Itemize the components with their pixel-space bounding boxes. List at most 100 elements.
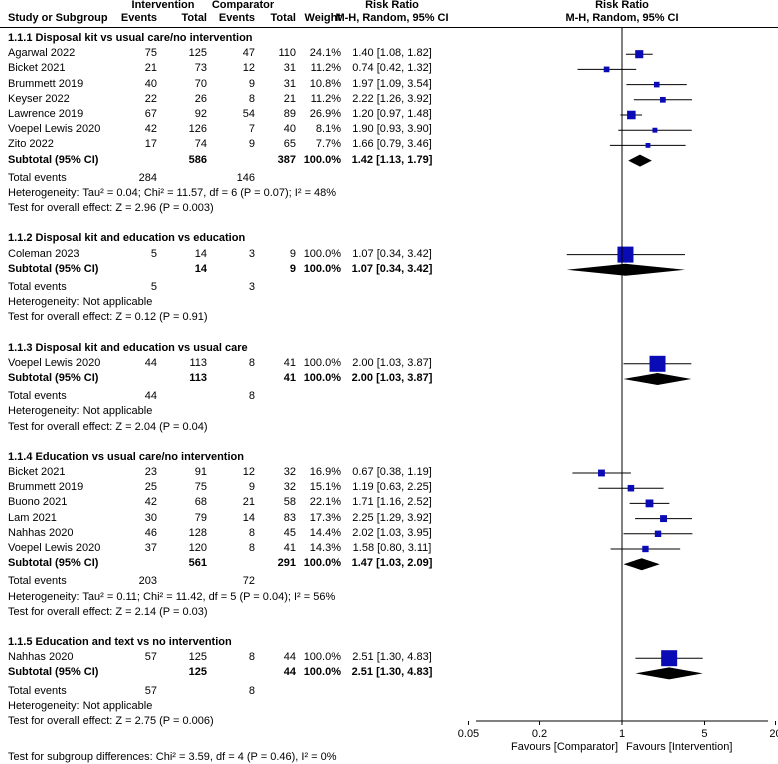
study-weight: 100.0% bbox=[303, 651, 341, 664]
subtotal-risk-ratio-ci: 1.07 [0.34, 3.42] bbox=[351, 262, 433, 275]
study-effect-square bbox=[617, 246, 634, 263]
x-tick-label: 0.2 bbox=[532, 728, 547, 740]
total-events-label: Total events bbox=[8, 684, 67, 697]
risk-ratio-header-table: Risk Ratio bbox=[365, 0, 419, 11]
study-risk-ratio-ci: 0.67 [0.38, 1.19] bbox=[352, 466, 432, 478]
intervention-total: 26 bbox=[194, 92, 207, 105]
study-weight: 26.9% bbox=[309, 108, 341, 120]
heterogeneity-text: Heterogeneity: Not applicable bbox=[8, 405, 153, 418]
intervention-events: 75 bbox=[144, 47, 157, 60]
study-risk-ratio-ci: 1.40 [1.08, 1.82] bbox=[352, 47, 432, 60]
subtotal-intervention-total: 125 bbox=[188, 666, 207, 679]
study-effect-square bbox=[649, 355, 666, 372]
intervention-total: 126 bbox=[188, 123, 207, 136]
comparator-total: 58 bbox=[283, 496, 296, 509]
comparator-events: 8 bbox=[248, 651, 255, 664]
comparator-total: 31 bbox=[283, 62, 296, 75]
favours-intervention-label: Favours [Intervention] bbox=[626, 741, 732, 753]
subtotal-risk-ratio-ci: 2.00 [1.03, 3.87] bbox=[351, 372, 433, 384]
subtotal-label: Subtotal (95% CI) bbox=[8, 262, 99, 275]
subtotal-label: Subtotal (95% CI) bbox=[8, 557, 99, 570]
study-effect-square bbox=[654, 530, 662, 537]
study-weight: 100.0% bbox=[303, 247, 341, 260]
subtotal-risk-ratio-ci: 1.47 [1.03, 2.09] bbox=[351, 557, 433, 570]
x-tick-label: 20 bbox=[769, 728, 778, 740]
total-events-comparator: 8 bbox=[248, 390, 255, 403]
favours-comparator-label: Favours [Comparator] bbox=[511, 741, 618, 753]
comparator-total-header: Total bbox=[270, 12, 296, 24]
subgroup-title: 1.1.3 Disposal kit and education vs usua… bbox=[8, 341, 248, 354]
comparator-events: 14 bbox=[242, 511, 255, 524]
study-risk-ratio-ci: 2.51 [1.30, 4.83] bbox=[352, 651, 432, 664]
intervention-events: 21 bbox=[144, 62, 157, 75]
study-risk-ratio-ci: 1.07 [0.34, 3.42] bbox=[352, 247, 432, 260]
rr-method-header-table: M-H, Random, 95% CI bbox=[335, 12, 449, 24]
comparator-events: 47 bbox=[242, 47, 255, 60]
subtotal-intervention-total: 561 bbox=[188, 557, 207, 570]
comparator-total: 40 bbox=[283, 123, 296, 136]
heterogeneity-text: Heterogeneity: Not applicable bbox=[8, 699, 153, 712]
study-name: Lawrence 2019 bbox=[8, 108, 84, 120]
subtotal-weight: 100.0% bbox=[303, 372, 341, 384]
intervention-total: 120 bbox=[188, 542, 207, 554]
comparator-group-header: Comparator bbox=[211, 0, 275, 11]
total-events-label: Total events bbox=[8, 390, 67, 403]
study-weight: 24.1% bbox=[309, 47, 341, 60]
comparator-total: 41 bbox=[283, 356, 296, 369]
subgroup-title: 1.1.1 Disposal kit vs usual care/no inte… bbox=[8, 32, 253, 44]
comparator-total: 9 bbox=[289, 247, 296, 260]
overall-effect-text: Test for overall effect: Z = 0.12 (P = 0… bbox=[8, 311, 208, 324]
comparator-events: 21 bbox=[242, 496, 255, 509]
subtotal-weight: 100.0% bbox=[303, 262, 341, 275]
total-events-comparator: 146 bbox=[236, 171, 255, 184]
subtotal-intervention-total: 113 bbox=[189, 372, 207, 384]
study-name: Brummett 2019 bbox=[8, 481, 84, 494]
comparator-total: 31 bbox=[283, 77, 296, 90]
study-weight: 100.0% bbox=[303, 356, 341, 369]
study-risk-ratio-ci: 1.58 [0.80, 3.11] bbox=[352, 542, 432, 554]
intervention-events: 5 bbox=[150, 247, 157, 260]
intervention-total: 91 bbox=[194, 466, 207, 478]
heterogeneity-text: Heterogeneity: Not applicable bbox=[8, 296, 153, 309]
study-effect-square bbox=[642, 545, 649, 553]
intervention-events: 22 bbox=[144, 92, 157, 105]
subtotal-risk-ratio-ci: 1.42 [1.13, 1.79] bbox=[351, 153, 433, 166]
study-name: Bicket 2021 bbox=[8, 466, 66, 478]
comparator-total: 32 bbox=[283, 466, 296, 478]
total-events-intervention: 203 bbox=[138, 575, 157, 588]
study-effect-square bbox=[645, 142, 651, 148]
subtotal-diamond bbox=[566, 263, 686, 276]
intervention-total: 92 bbox=[194, 108, 207, 120]
study-risk-ratio-ci: 2.25 [1.29, 3.92] bbox=[352, 511, 432, 524]
intervention-events: 37 bbox=[144, 542, 157, 554]
total-events-intervention: 57 bbox=[144, 684, 157, 697]
comparator-events: 8 bbox=[248, 356, 255, 369]
study-effect-square bbox=[660, 515, 668, 523]
weight-header: Weight bbox=[304, 12, 341, 24]
comparator-events: 7 bbox=[248, 123, 255, 136]
study-weight: 22.1% bbox=[309, 496, 341, 509]
intervention-total-header: Total bbox=[181, 12, 207, 24]
comparator-total: 45 bbox=[283, 526, 296, 539]
study-effect-square bbox=[645, 499, 654, 508]
x-tick-label: 5 bbox=[701, 728, 707, 740]
study-weight: 15.1% bbox=[309, 481, 341, 494]
total-events-intervention: 5 bbox=[150, 281, 157, 293]
study-name: Voepel Lewis 2020 bbox=[8, 356, 101, 369]
comparator-total: 44 bbox=[283, 651, 296, 664]
intervention-group-header: Intervention bbox=[131, 0, 195, 11]
overall-effect-text: Test for overall effect: Z = 2.75 (P = 0… bbox=[8, 715, 214, 727]
subtotal-diamond bbox=[628, 154, 652, 167]
study-risk-ratio-ci: 2.02 [1.03, 3.95] bbox=[352, 526, 432, 539]
study-name: Agarwal 2022 bbox=[8, 47, 76, 60]
subtotal-comparator-total: 41 bbox=[283, 372, 296, 384]
subtotal-intervention-total: 586 bbox=[188, 153, 207, 166]
comparator-events: 9 bbox=[248, 138, 255, 151]
study-weight: 14.4% bbox=[309, 526, 341, 539]
comparator-events: 8 bbox=[248, 526, 255, 539]
study-name: Zito 2022 bbox=[8, 138, 54, 151]
intervention-total: 113 bbox=[189, 356, 207, 369]
study-name: Nahhas 2020 bbox=[8, 526, 74, 539]
comparator-total: 32 bbox=[283, 481, 296, 494]
